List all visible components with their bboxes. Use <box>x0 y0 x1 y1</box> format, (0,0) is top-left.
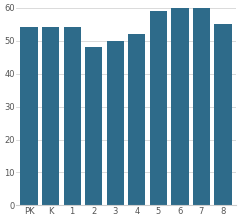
Bar <box>85 47 102 205</box>
Bar <box>107 41 124 205</box>
Bar <box>193 8 210 205</box>
Bar <box>150 11 167 205</box>
Bar <box>214 24 232 205</box>
Bar <box>171 8 188 205</box>
Bar <box>42 28 59 205</box>
Bar <box>64 28 81 205</box>
Bar <box>20 28 38 205</box>
Bar <box>128 34 145 205</box>
